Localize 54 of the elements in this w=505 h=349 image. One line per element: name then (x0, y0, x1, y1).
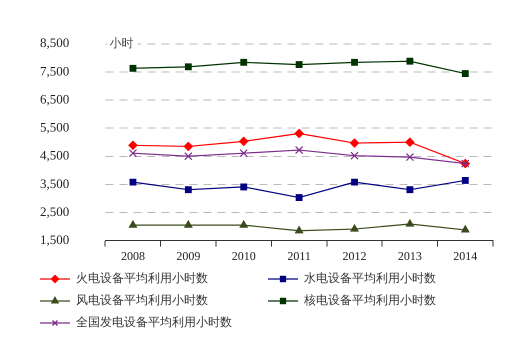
y-tick-label: 5,500 (40, 120, 70, 135)
point (296, 194, 303, 202)
x-tick-label: 2010 (232, 248, 256, 263)
x-tick-label: 2012 (342, 248, 367, 263)
point (239, 136, 248, 146)
y-tick-label: 7,500 (40, 63, 70, 78)
point (351, 58, 358, 66)
point (240, 149, 248, 158)
point (184, 63, 192, 70)
x-tick-label: 2008 (120, 248, 145, 263)
y-tick-label: 4,500 (40, 148, 70, 163)
point (128, 149, 138, 158)
point (294, 146, 304, 154)
x-tick-label: 2009 (176, 248, 200, 263)
point (296, 61, 303, 68)
point (461, 225, 470, 233)
x-tick-label: 2011 (287, 248, 311, 263)
point (184, 220, 192, 228)
point (128, 220, 138, 228)
point (130, 64, 136, 72)
legend-label: 全国发电设备平均利用小时数 (76, 315, 232, 330)
point (128, 140, 138, 150)
point (184, 186, 192, 194)
y-tick-label: 3,500 (40, 176, 70, 191)
point (130, 178, 136, 186)
point (406, 58, 414, 65)
point (462, 70, 469, 78)
point (462, 177, 469, 184)
y-tick-label: 8,500 (40, 35, 70, 50)
point (351, 178, 358, 186)
point (350, 224, 359, 232)
point (406, 186, 414, 194)
point (184, 142, 193, 152)
point (295, 226, 304, 234)
y-tick-label: 1,500 (40, 232, 70, 248)
point (184, 152, 192, 160)
point (350, 152, 359, 160)
y-tick-label: 6,500 (40, 91, 70, 106)
point (406, 152, 414, 162)
x-tick-label: 2013 (398, 248, 422, 263)
point (240, 58, 248, 66)
point (294, 128, 304, 138)
y-tick-label: 2,500 (40, 204, 70, 219)
legend-label: 水电设备平均利用小时数 (304, 271, 436, 286)
legend-label: 核电设备平均利用小时数 (303, 293, 436, 308)
legend-label: 风电设备平均利用小时数 (76, 293, 208, 308)
legend-label: 火电设备平均利用小时数 (76, 271, 208, 286)
point (240, 183, 248, 190)
point (350, 138, 360, 148)
y-axis-title: 小时 (109, 36, 134, 50)
point (405, 138, 415, 147)
point (240, 220, 248, 228)
x-tick-label: 2014 (453, 248, 478, 263)
point (406, 219, 414, 227)
